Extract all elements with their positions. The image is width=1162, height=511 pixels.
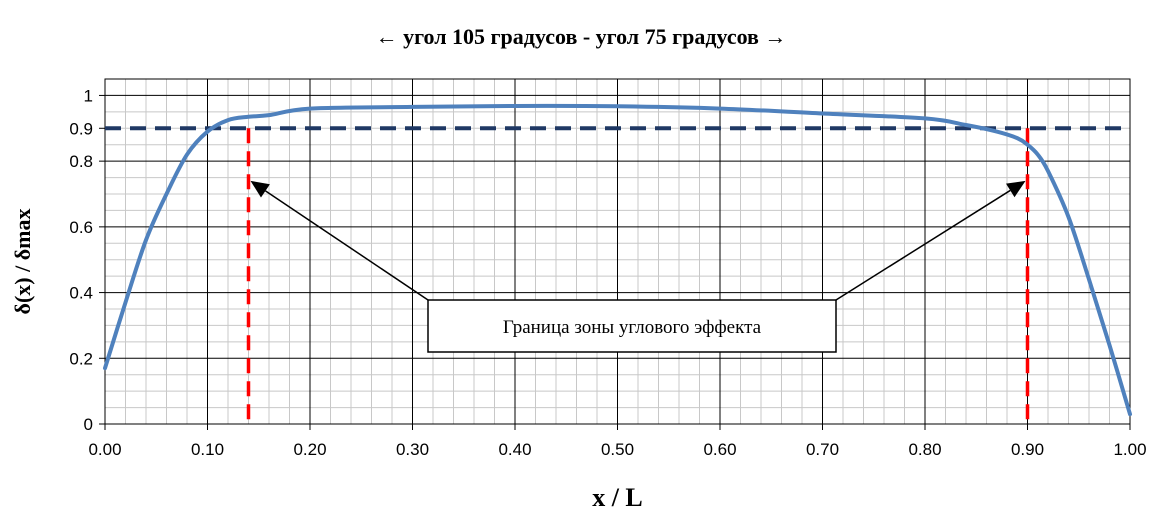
x-tick-label: 0.80 [908, 440, 941, 459]
annotation-arrow-line [265, 190, 429, 301]
x-tick-label: 0.90 [1011, 440, 1044, 459]
x-tick-label: 0.50 [601, 440, 634, 459]
reference-lines [105, 126, 1130, 424]
y-tick-label: 0.4 [69, 284, 93, 303]
chart-title: ← угол 105 градусов - угол 75 градусов → [376, 24, 787, 49]
x-tick-label: 0.20 [293, 440, 326, 459]
x-tick-label: 0.10 [191, 440, 224, 459]
series-line [103, 103, 1132, 417]
y-tick-label: 0.9 [69, 119, 93, 138]
annotation-box [427, 299, 837, 353]
annotation-arrow-line [835, 189, 1011, 301]
y-axis-ticks: 0 0.2 0.4 0.6 0.8 0.9 1 [69, 86, 105, 434]
y-tick-label: 0.2 [69, 349, 93, 368]
annotation-layer: Граница зоны углового эффекта [250, 180, 1026, 353]
annotation-label: Граница зоны углового эффекта [503, 317, 762, 338]
annotation-arrow-head [250, 180, 270, 198]
series-layer [103, 103, 1132, 417]
x-tick-label: 0.40 [498, 440, 531, 459]
y-axis-label: δ(x) / δmax [10, 209, 35, 315]
y-tick-label: 0.8 [69, 152, 93, 171]
y-tick-label: 0.6 [69, 218, 93, 237]
x-tick-label: 0.30 [396, 440, 429, 459]
y-tick-label: 1 [84, 86, 93, 105]
x-tick-label: 0.00 [88, 440, 121, 459]
major-gridlines [104, 79, 1131, 425]
x-tick-label: 0.70 [806, 440, 839, 459]
annotation-arrow-head [1006, 180, 1026, 198]
x-axis-label: x / L [592, 483, 643, 511]
x-axis-ticks: 0.00 0.10 0.20 0.30 0.40 0.50 0.60 0.70 0.80 0.90… [88, 424, 1147, 459]
x-tick-label: 0.60 [703, 440, 736, 459]
x-tick-label: 1.00 [1113, 440, 1146, 459]
y-tick-label: 0 [84, 415, 93, 434]
